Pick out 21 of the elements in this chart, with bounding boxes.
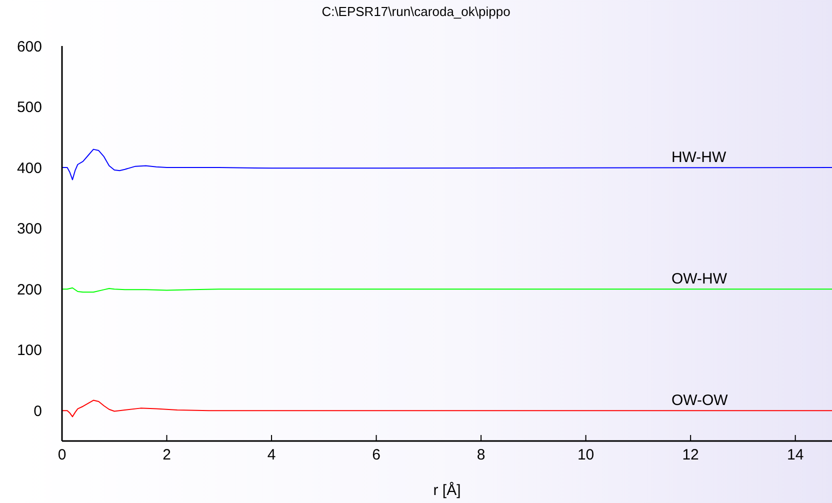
x-tick-label: 4 [267, 446, 276, 464]
x-tick-label: 14 [786, 446, 804, 464]
line-series [62, 148, 832, 180]
y-tick-label: 300 [16, 220, 42, 238]
y-tick-label: 500 [16, 99, 42, 116]
x-tick-label: 0 [58, 446, 66, 464]
x-tick-label: 10 [577, 446, 594, 464]
series-label: HW-HW [671, 148, 727, 166]
x-tick-label: 6 [372, 446, 380, 464]
x-tick-label: 12 [682, 446, 699, 464]
y-tick-label: 0 [34, 402, 42, 420]
series-label: OW-HW [671, 270, 728, 288]
y-tick-label: 100 [16, 342, 42, 360]
x-tick-label: 2 [162, 446, 171, 464]
y-tick-label: 200 [16, 281, 42, 298]
series-label: OW-OW [671, 392, 729, 409]
x-axis-title: r [Å] [433, 481, 461, 499]
y-tick-label: 600 [16, 38, 42, 56]
x-tick-label: 8 [476, 446, 486, 464]
y-tick-label: 400 [16, 160, 42, 177]
chart-title: C:\EPSR17\run\caroda_ok\pippo [320, 4, 512, 19]
